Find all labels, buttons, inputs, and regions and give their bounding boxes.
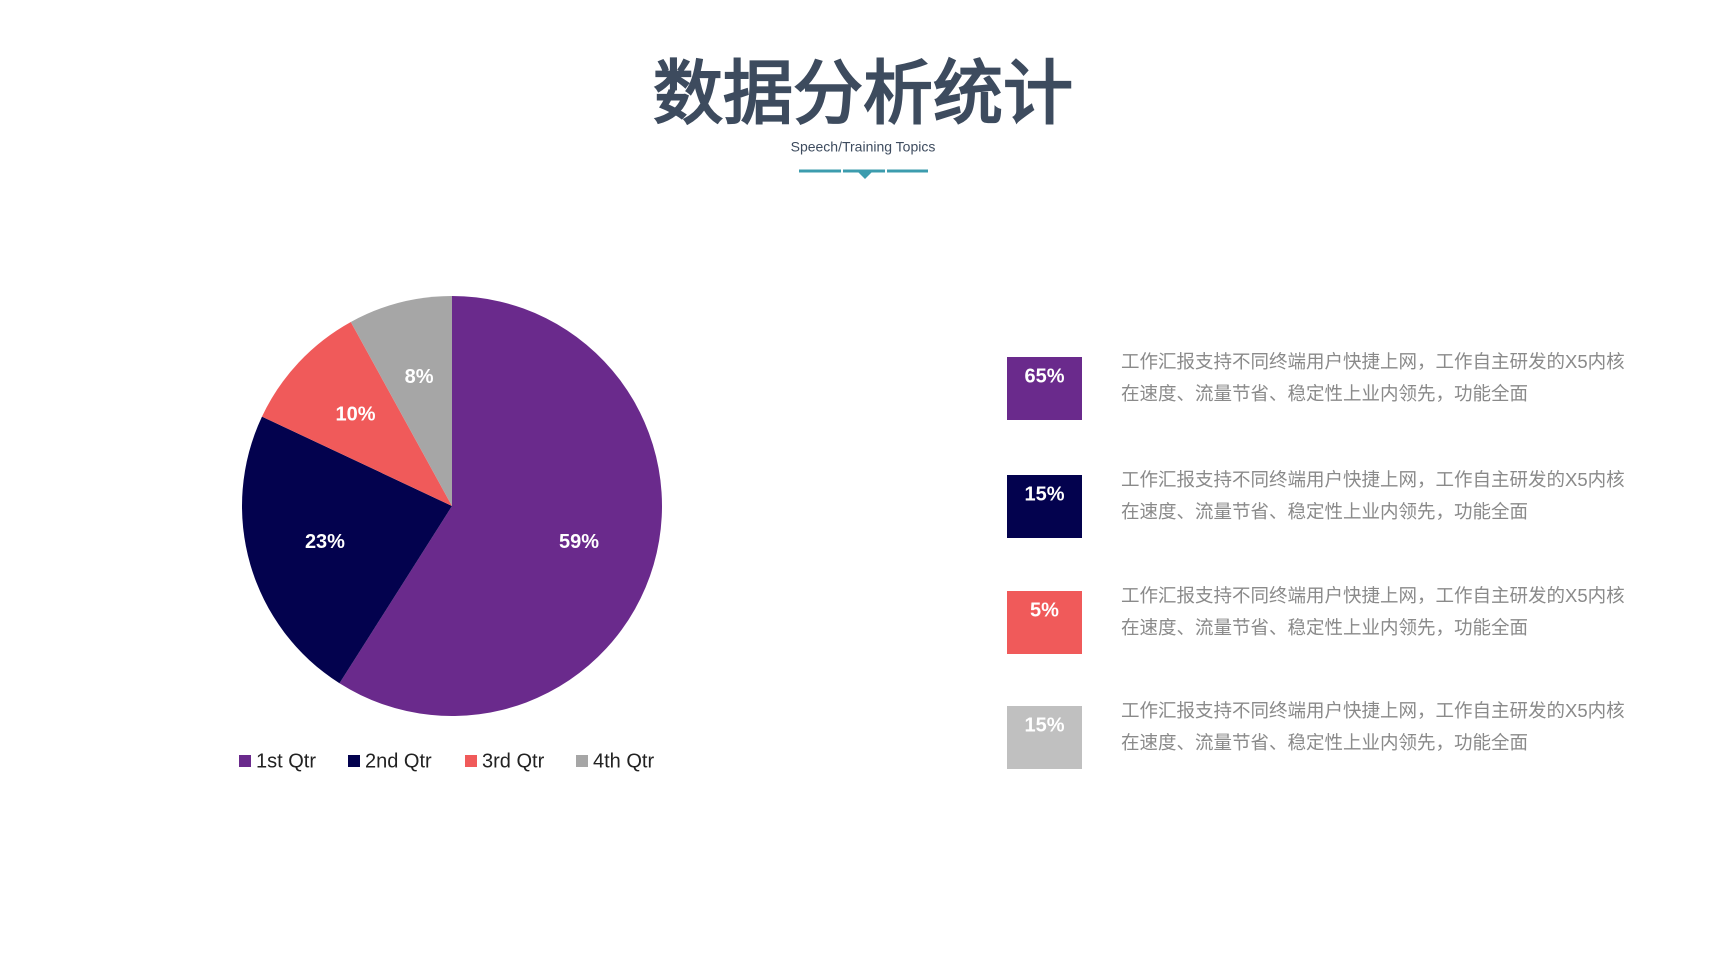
subtitle: Speech/Training Topics: [791, 139, 936, 155]
pie-slice: [339, 296, 663, 716]
legend-label: 4th Qtr: [593, 750, 654, 772]
item-text: 在速度、流量节省、稳定性上业内领先，功能全面: [1121, 617, 1528, 638]
item-box: [1007, 706, 1082, 769]
legend-label: 3rd Qtr: [482, 750, 545, 772]
item-value: 65%: [1024, 365, 1064, 387]
item-value: 15%: [1024, 714, 1064, 736]
pie-slice: [261, 321, 452, 506]
legend-label: 2nd Qtr: [365, 750, 432, 772]
item-text: 工作汇报支持不同终端用户快捷上网，工作自主研发的X5内核: [1121, 351, 1625, 372]
item-text: 工作汇报支持不同终端用户快捷上网，工作自主研发的X5内核: [1121, 700, 1625, 721]
item-text: 工作汇报支持不同终端用户快捷上网，工作自主研发的X5内核: [1121, 469, 1625, 490]
item-box: [1007, 357, 1082, 420]
item-text: 在速度、流量节省、稳定性上业内领先，功能全面: [1121, 732, 1528, 753]
legend-swatch: [576, 755, 588, 767]
legend-label: 1st Qtr: [256, 750, 316, 772]
data-label: 23%: [305, 531, 345, 553]
data-label: 8%: [405, 366, 434, 388]
divider-arrow: [857, 171, 873, 179]
item-text: 在速度、流量节省、稳定性上业内领先，功能全面: [1121, 383, 1528, 404]
data-label: 10%: [336, 404, 376, 426]
item-value: 5%: [1030, 599, 1059, 621]
pie-slice: [242, 416, 452, 684]
title: 数据分析统计: [653, 54, 1073, 132]
item-box: [1007, 591, 1082, 654]
item-text: 工作汇报支持不同终端用户快捷上网，工作自主研发的X5内核: [1121, 585, 1625, 606]
pie-slice: [350, 296, 452, 506]
data-label: 59%: [559, 531, 599, 553]
legend-swatch: [239, 755, 251, 767]
item-value: 15%: [1024, 483, 1064, 505]
legend-swatch: [348, 755, 360, 767]
item-text: 在速度、流量节省、稳定性上业内领先，功能全面: [1121, 501, 1528, 522]
legend-swatch: [465, 755, 477, 767]
item-box: [1007, 475, 1082, 538]
